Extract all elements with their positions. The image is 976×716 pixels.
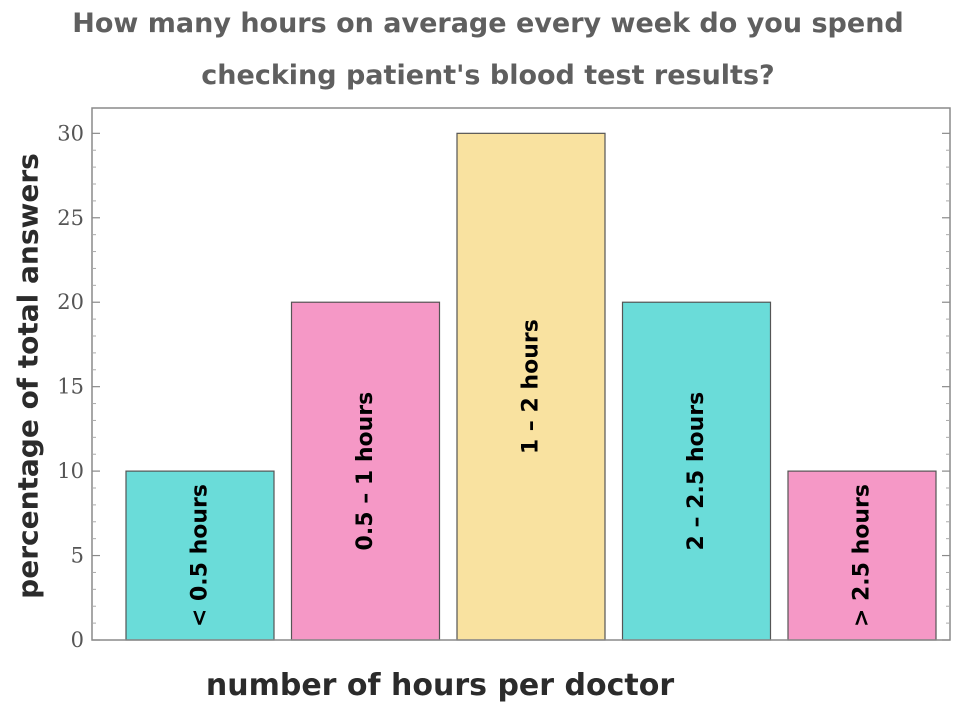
- bar-label: > 2.5 hours: [850, 484, 875, 627]
- y-tick-label: 5: [71, 544, 84, 568]
- axes-group: 0 5 10 15 20 25 30: [57, 107, 951, 652]
- chart-title-line-1: How many hours on average every week do …: [72, 8, 904, 39]
- y-tick-label: 20: [57, 290, 84, 314]
- y-tick-label: 10: [57, 459, 84, 483]
- bar: [456, 132, 606, 641]
- bars-group: < 0.5 hours 0.5 – 1 hours 1 – 2 hours 2 – 2…: [125, 132, 937, 641]
- y-tick-label: 25: [57, 206, 84, 230]
- y-tick-label: 0: [71, 628, 84, 652]
- plot-frame: [91, 107, 951, 641]
- y-tick-label: 15: [57, 375, 84, 399]
- bar-label: < 0.5 hours: [188, 484, 213, 627]
- bar: [290, 301, 441, 641]
- bar: [621, 301, 772, 641]
- bar-label: 2 – 2.5 hours: [684, 392, 709, 551]
- chart-title-line-2: checking patient's blood test results?: [201, 60, 775, 91]
- x-axis-label: number of hours per doctor: [205, 668, 675, 703]
- bar-label: 0.5 – 1 hours: [353, 392, 378, 551]
- bar-label: 1 – 2 hours: [519, 319, 544, 454]
- y-axis-label: percentage of total answers: [11, 153, 45, 599]
- bar: [787, 470, 937, 641]
- y-tick-label: 30: [57, 121, 84, 145]
